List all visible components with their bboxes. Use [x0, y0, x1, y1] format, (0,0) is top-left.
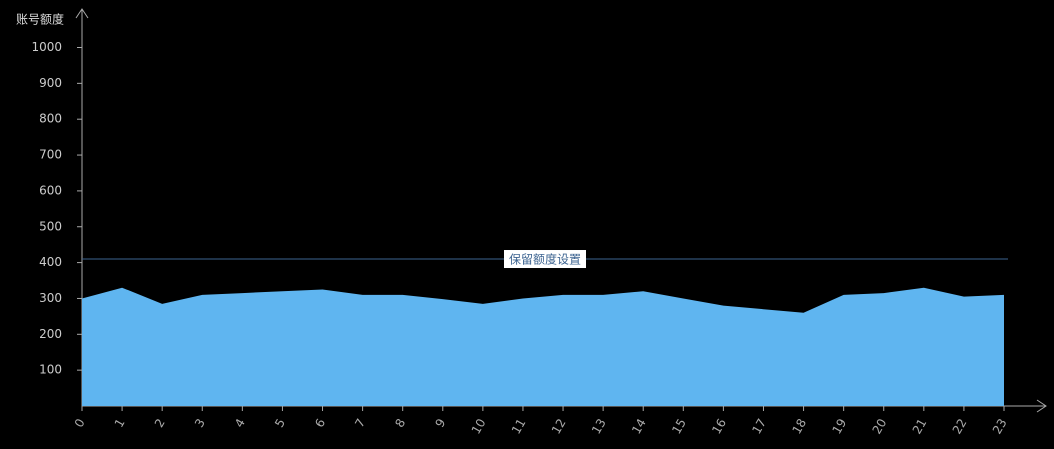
x-tick-label: 4 [232, 416, 248, 430]
x-tick-label: 13 [589, 416, 609, 436]
x-tick-label: 6 [312, 416, 328, 430]
reference-label-bg [504, 250, 586, 269]
x-tick-label: 9 [432, 416, 448, 430]
area [82, 287, 1004, 406]
x-tick-label: 22 [950, 416, 970, 436]
x-tick-label: 12 [549, 416, 569, 436]
y-axis-label: 账号额度 [16, 12, 64, 27]
y-tick-label: 200 [39, 327, 62, 341]
y-tick-label: 600 [39, 183, 62, 197]
x-tick-label: 0 [72, 416, 88, 430]
x-tick-label: 2 [152, 416, 168, 430]
x-axis-arrow [1036, 399, 1047, 413]
x-tick-label: 3 [192, 416, 208, 430]
y-tick-label: 900 [39, 76, 62, 90]
y-tick-label: 400 [39, 255, 62, 269]
x-tick-label: 14 [629, 416, 649, 436]
x-tick-label: 23 [990, 416, 1010, 436]
x-tick-label: 20 [870, 416, 890, 436]
reference-label: 保留额度设置 [509, 252, 581, 267]
x-tick-label: 10 [469, 416, 489, 436]
y-tick-label: 500 [39, 219, 62, 233]
x-tick-label: 1 [112, 416, 128, 430]
x-tick-label: 5 [272, 416, 288, 430]
y-tick-label: 800 [39, 112, 62, 126]
x-tick-label: 11 [509, 416, 529, 436]
x-tick-label: 21 [910, 416, 930, 436]
x-tick-label: 18 [789, 416, 809, 436]
x-tick-label: 17 [749, 416, 769, 436]
y-tick-label: 100 [39, 363, 62, 377]
x-tick-label: 15 [669, 416, 689, 436]
x-tick-label: 19 [830, 416, 850, 436]
x-tick-label: 16 [709, 416, 729, 436]
x-tick-label: 8 [392, 416, 408, 430]
y-tick-label: 300 [39, 291, 62, 305]
y-tick-label: 1000 [31, 40, 62, 54]
y-tick-label: 700 [39, 148, 62, 162]
x-tick-label: 7 [352, 416, 368, 430]
y-axis-arrow [75, 8, 89, 19]
